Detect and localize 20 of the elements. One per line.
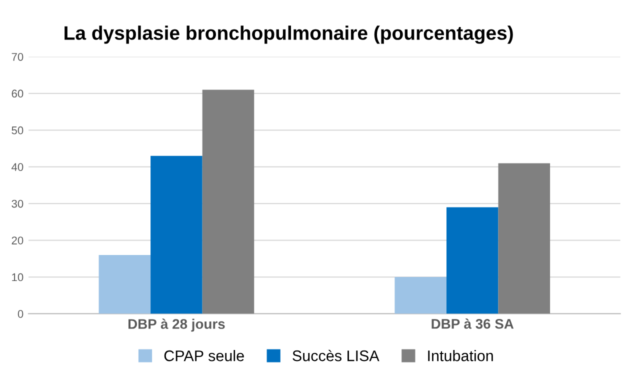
- x-tick-label: DBP à 36 SA: [432, 318, 514, 329]
- bar: [98, 254, 151, 314]
- bar: [150, 156, 202, 314]
- y-tick-label: 60: [12, 90, 24, 98]
- bar: [498, 163, 550, 314]
- x-tick-label: DBP à 28 jours: [128, 318, 225, 332]
- y-tick-label: 0: [18, 310, 24, 318]
- bar: [446, 207, 498, 314]
- chart-title: La dysplasie bronchopulmonaire (pourcentages): [64, 26, 513, 44]
- legend-label: Succès LISA: [292, 350, 380, 362]
- legend-label: Intubation: [428, 350, 493, 362]
- y-tick-label: 30: [12, 200, 24, 208]
- y-tick-label: 50: [12, 126, 24, 134]
- y-tick-label: 70: [12, 52, 24, 61]
- y-tick-label: 20: [12, 236, 24, 244]
- bar: [202, 90, 254, 314]
- y-tick-label: 10: [12, 273, 24, 282]
- legend-label: CPAP seule: [164, 350, 244, 362]
- y-tick-label: 40: [12, 163, 24, 171]
- bar: [394, 277, 446, 314]
